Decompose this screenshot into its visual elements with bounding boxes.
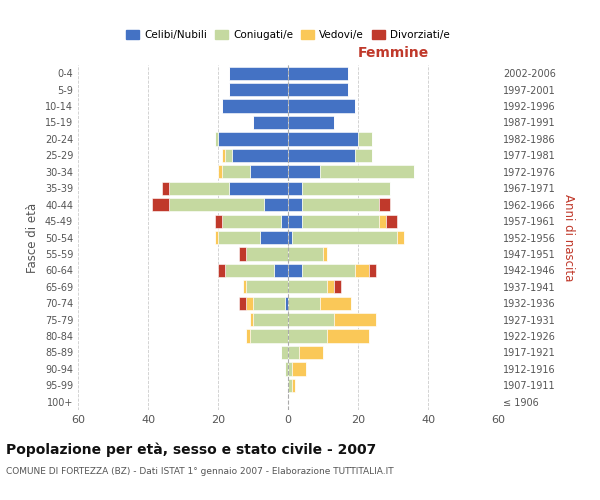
Bar: [397, 231, 404, 244]
Bar: [288, 248, 323, 260]
Bar: [274, 264, 288, 277]
Bar: [232, 149, 288, 162]
Bar: [320, 165, 414, 178]
Bar: [284, 362, 288, 376]
Bar: [288, 379, 292, 392]
Bar: [288, 214, 302, 228]
Bar: [292, 379, 295, 392]
Bar: [239, 296, 246, 310]
Bar: [288, 296, 320, 310]
Bar: [253, 313, 288, 326]
Bar: [299, 346, 323, 359]
Bar: [218, 231, 260, 244]
Bar: [288, 182, 302, 195]
Bar: [288, 231, 292, 244]
Bar: [355, 264, 368, 277]
Bar: [169, 198, 263, 211]
Bar: [221, 214, 281, 228]
Bar: [288, 165, 320, 178]
Text: Femmine: Femmine: [358, 46, 428, 60]
Bar: [246, 280, 288, 293]
Bar: [281, 214, 288, 228]
Bar: [246, 296, 253, 310]
Bar: [281, 346, 288, 359]
Bar: [246, 330, 250, 342]
Y-axis label: Fasce di età: Fasce di età: [26, 202, 39, 272]
Bar: [253, 116, 288, 129]
Bar: [215, 231, 218, 244]
Bar: [320, 296, 351, 310]
Bar: [215, 214, 221, 228]
Text: COMUNE DI FORTEZZA (BZ) - Dati ISTAT 1° gennaio 2007 - Elaborazione TUTTITALIA.I: COMUNE DI FORTEZZA (BZ) - Dati ISTAT 1° …: [6, 468, 394, 476]
Bar: [288, 116, 334, 129]
Bar: [250, 330, 288, 342]
Bar: [288, 264, 302, 277]
Bar: [334, 280, 341, 293]
Bar: [288, 100, 355, 112]
Bar: [284, 296, 288, 310]
Bar: [229, 66, 288, 80]
Legend: Celibi/Nubili, Coniugati/e, Vedovi/e, Divorziati/e: Celibi/Nubili, Coniugati/e, Vedovi/e, Di…: [122, 26, 454, 44]
Bar: [250, 313, 253, 326]
Bar: [229, 83, 288, 96]
Bar: [263, 198, 288, 211]
Bar: [221, 149, 225, 162]
Bar: [326, 330, 368, 342]
Bar: [250, 165, 288, 178]
Bar: [386, 214, 397, 228]
Bar: [288, 198, 302, 211]
Bar: [151, 198, 169, 211]
Bar: [288, 313, 334, 326]
Bar: [229, 182, 288, 195]
Bar: [302, 182, 389, 195]
Bar: [288, 346, 299, 359]
Bar: [225, 264, 274, 277]
Bar: [368, 264, 376, 277]
Bar: [162, 182, 169, 195]
Bar: [288, 280, 326, 293]
Bar: [302, 214, 379, 228]
Bar: [215, 132, 218, 145]
Bar: [225, 149, 232, 162]
Bar: [221, 165, 250, 178]
Bar: [288, 362, 292, 376]
Bar: [355, 149, 372, 162]
Bar: [334, 313, 376, 326]
Bar: [218, 264, 225, 277]
Text: Popolazione per età, sesso e stato civile - 2007: Popolazione per età, sesso e stato civil…: [6, 442, 376, 457]
Bar: [323, 248, 326, 260]
Bar: [288, 83, 347, 96]
Bar: [292, 231, 397, 244]
Y-axis label: Anni di nascita: Anni di nascita: [562, 194, 575, 281]
Bar: [288, 330, 326, 342]
Bar: [218, 132, 288, 145]
Bar: [302, 264, 355, 277]
Bar: [221, 100, 288, 112]
Bar: [246, 248, 288, 260]
Bar: [302, 198, 379, 211]
Bar: [288, 149, 355, 162]
Bar: [260, 231, 288, 244]
Bar: [169, 182, 229, 195]
Bar: [288, 132, 358, 145]
Bar: [239, 248, 246, 260]
Bar: [326, 280, 334, 293]
Bar: [379, 198, 389, 211]
Bar: [358, 132, 372, 145]
Bar: [253, 296, 284, 310]
Bar: [379, 214, 386, 228]
Bar: [218, 165, 221, 178]
Bar: [288, 66, 347, 80]
Bar: [292, 362, 305, 376]
Bar: [242, 280, 246, 293]
